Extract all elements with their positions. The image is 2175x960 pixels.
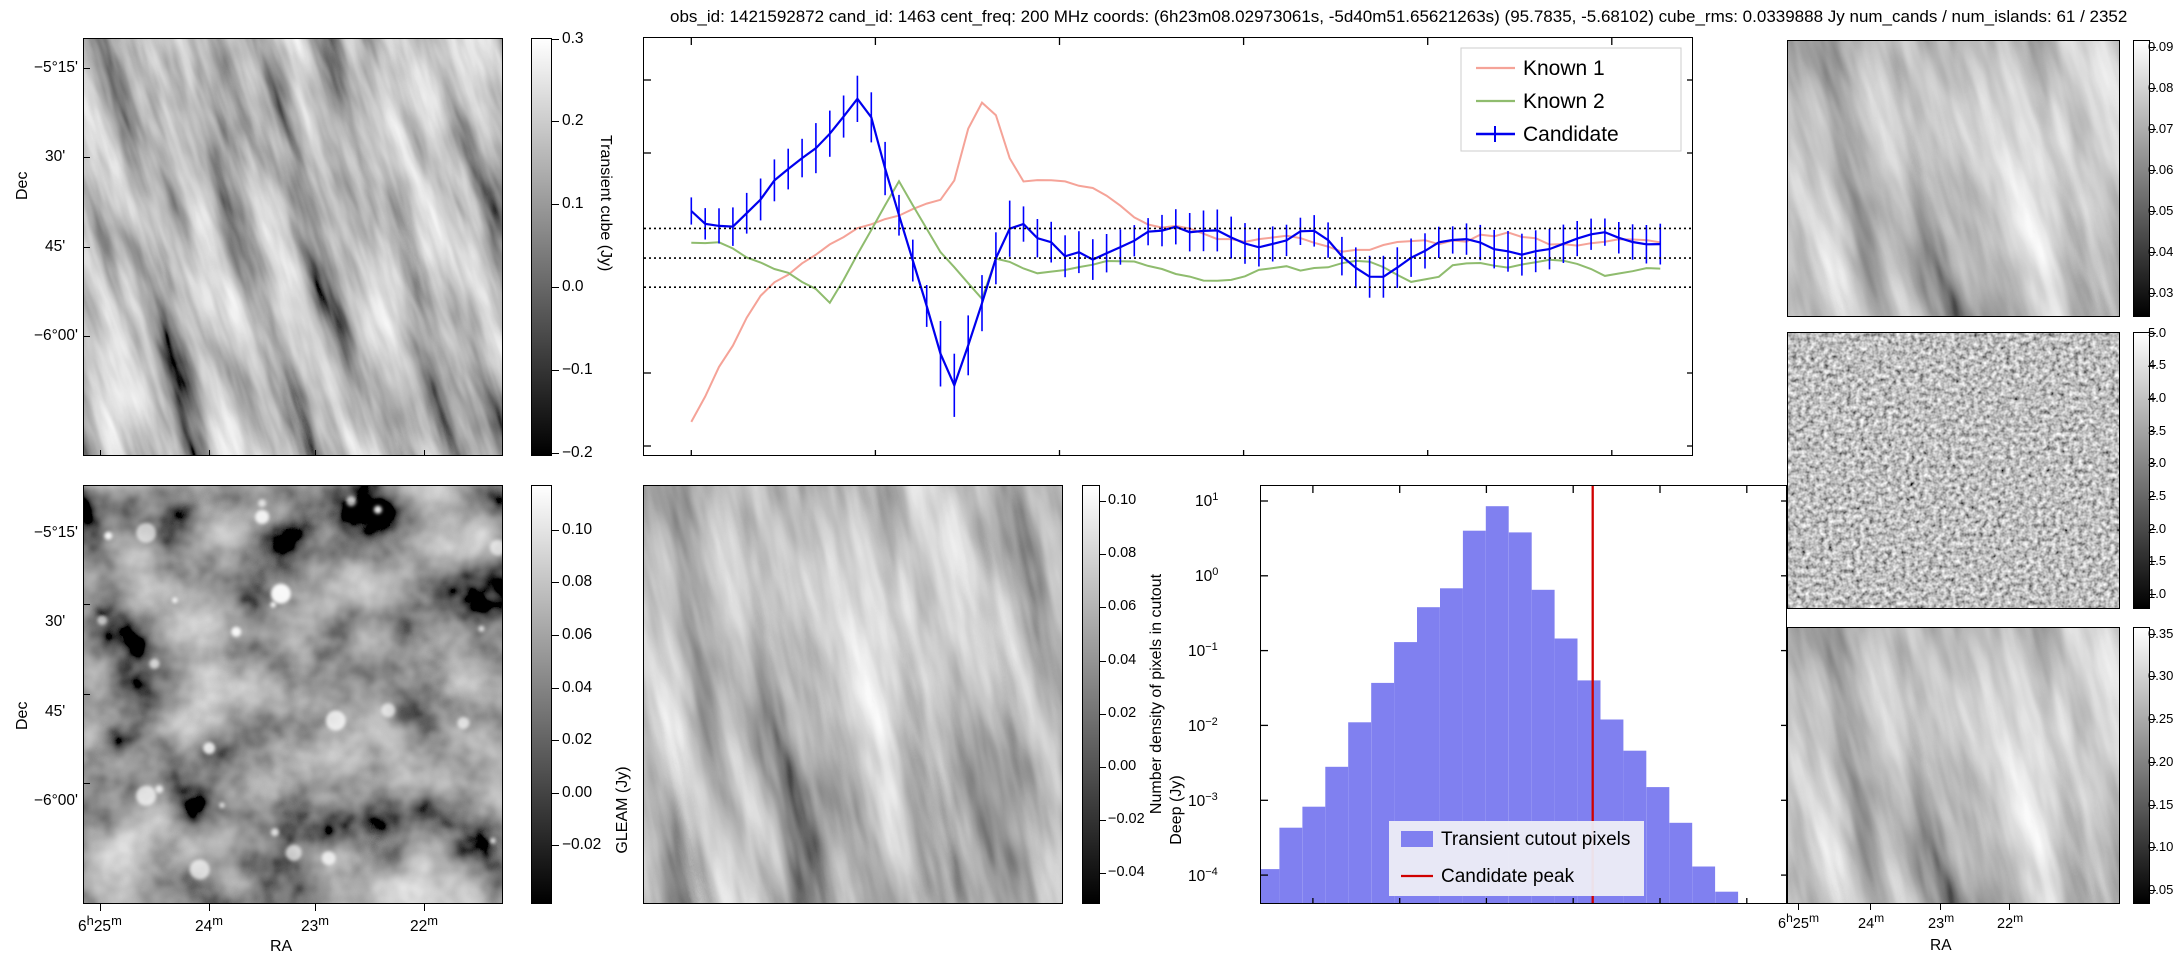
svg-text:Transient cutout pixels: Transient cutout pixels bbox=[1441, 829, 1630, 850]
svg-text:Known 1: Known 1 bbox=[1523, 57, 1605, 80]
svg-text:Candidate peak: Candidate peak bbox=[1441, 866, 1575, 887]
svg-text:Candidate: Candidate bbox=[1523, 123, 1619, 146]
svg-text:Known 2: Known 2 bbox=[1523, 90, 1605, 113]
